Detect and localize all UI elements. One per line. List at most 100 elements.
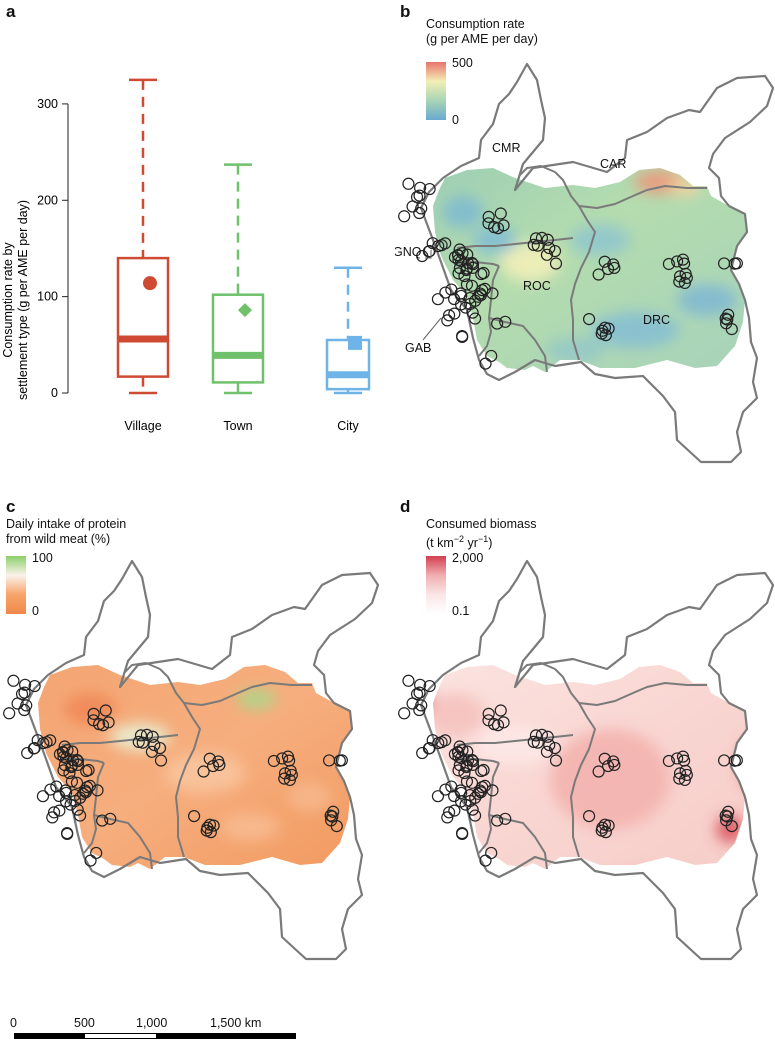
country-border xyxy=(183,682,312,706)
survey-site xyxy=(535,728,549,741)
survey-site xyxy=(540,745,554,758)
survey-site xyxy=(673,275,686,288)
survey-site xyxy=(285,768,298,782)
survey-site xyxy=(455,289,468,303)
survey-site xyxy=(413,206,426,220)
legend-colorbar-b xyxy=(426,62,446,120)
y-tick-label-200: 200 xyxy=(37,193,58,207)
survey-site xyxy=(472,290,485,303)
survey-site xyxy=(719,312,732,325)
survey-site xyxy=(456,827,469,841)
y-axis-label-line1: Consumption rate by xyxy=(1,242,15,358)
survey-site xyxy=(456,330,469,344)
survey-site xyxy=(413,703,426,717)
survey-site xyxy=(454,751,468,765)
survey-site xyxy=(452,267,465,280)
country-border xyxy=(518,662,556,674)
survey-site xyxy=(73,809,87,822)
survey-site xyxy=(431,293,445,306)
survey-site xyxy=(482,210,495,223)
survey-site xyxy=(529,729,543,742)
survey-site xyxy=(402,674,415,687)
survey-site xyxy=(494,207,507,220)
country-border xyxy=(456,734,574,746)
survey-site xyxy=(145,745,159,758)
scale-label-1500: 1,500 km xyxy=(210,1016,262,1030)
survey-site xyxy=(497,219,510,232)
box-plot: 0 100 200 300 Village Town City Consumption r… xyxy=(1,78,371,433)
survey-site xyxy=(596,821,609,834)
survey-site xyxy=(197,765,210,778)
survey-site xyxy=(582,312,596,326)
heat-blob xyxy=(433,693,485,737)
box-town: Town xyxy=(211,163,265,433)
legend-max-c: 100 xyxy=(32,551,53,565)
survey-site xyxy=(549,257,563,270)
survey-site xyxy=(472,787,485,800)
legend-title-d: Consumed biomass (t km−2 yr−1) xyxy=(426,517,537,551)
survey-site xyxy=(456,247,469,260)
survey-site xyxy=(448,307,461,320)
survey-site xyxy=(442,309,456,322)
survey-site xyxy=(99,704,112,717)
survey-site xyxy=(102,716,115,729)
survey-site xyxy=(592,765,605,778)
survey-site xyxy=(203,818,217,831)
survey-site xyxy=(46,811,59,824)
survey-site xyxy=(66,754,80,767)
survey-site xyxy=(543,241,556,255)
country-label-cmr: CMR xyxy=(492,141,520,155)
mean-marker xyxy=(238,303,252,318)
map-consumed-biomass xyxy=(398,559,775,961)
panel-letter-b: b xyxy=(400,2,411,21)
legend-title-b: Consumption rate (g per AME per day) xyxy=(426,17,538,46)
heat-blob xyxy=(716,815,744,843)
label-leader-gab xyxy=(422,317,442,341)
survey-site xyxy=(454,254,468,268)
survey-site xyxy=(53,804,66,817)
survey-site xyxy=(531,239,544,252)
panel-letter-c: c xyxy=(6,497,16,516)
legend-colorbar-d xyxy=(426,556,446,614)
heat-blob xyxy=(740,739,747,787)
survey-site xyxy=(477,266,490,280)
survey-site xyxy=(413,189,426,202)
survey-site xyxy=(154,754,168,767)
survey-site xyxy=(96,814,109,827)
survey-site xyxy=(414,181,427,194)
survey-site xyxy=(548,741,562,755)
heat-blob xyxy=(591,312,679,348)
survey-site xyxy=(474,289,487,302)
survey-site xyxy=(61,827,74,841)
survey-site xyxy=(448,804,461,817)
survey-site xyxy=(491,814,504,827)
country-label-gnq: GNQ xyxy=(395,245,422,259)
heat-blob xyxy=(165,753,245,793)
country-label-car: CAR xyxy=(600,157,626,171)
survey-site xyxy=(497,716,510,729)
survey-site xyxy=(439,286,452,299)
survey-site xyxy=(598,818,612,831)
survey-site xyxy=(607,755,620,768)
country-border xyxy=(456,237,574,249)
country-outline xyxy=(419,559,775,961)
legend-min-b: 0 xyxy=(452,113,459,127)
survey-site xyxy=(136,736,149,749)
survey-site xyxy=(671,255,684,268)
survey-site xyxy=(549,754,563,767)
survey-site xyxy=(598,321,612,334)
y-axis-label-line2: settlement type (g per AME per day) xyxy=(16,200,30,400)
x-tick-label-town: Town xyxy=(223,419,252,433)
survey-sites xyxy=(398,177,743,370)
survey-site xyxy=(187,809,201,823)
survey-site xyxy=(730,257,743,270)
country-border xyxy=(123,662,161,674)
survey-site xyxy=(461,745,474,758)
survey-site xyxy=(212,755,225,768)
survey-site xyxy=(455,786,468,800)
survey-site xyxy=(671,752,684,765)
survey-site xyxy=(607,258,620,271)
survey-site xyxy=(465,776,479,789)
survey-site xyxy=(11,697,24,710)
survey-site xyxy=(71,755,85,768)
